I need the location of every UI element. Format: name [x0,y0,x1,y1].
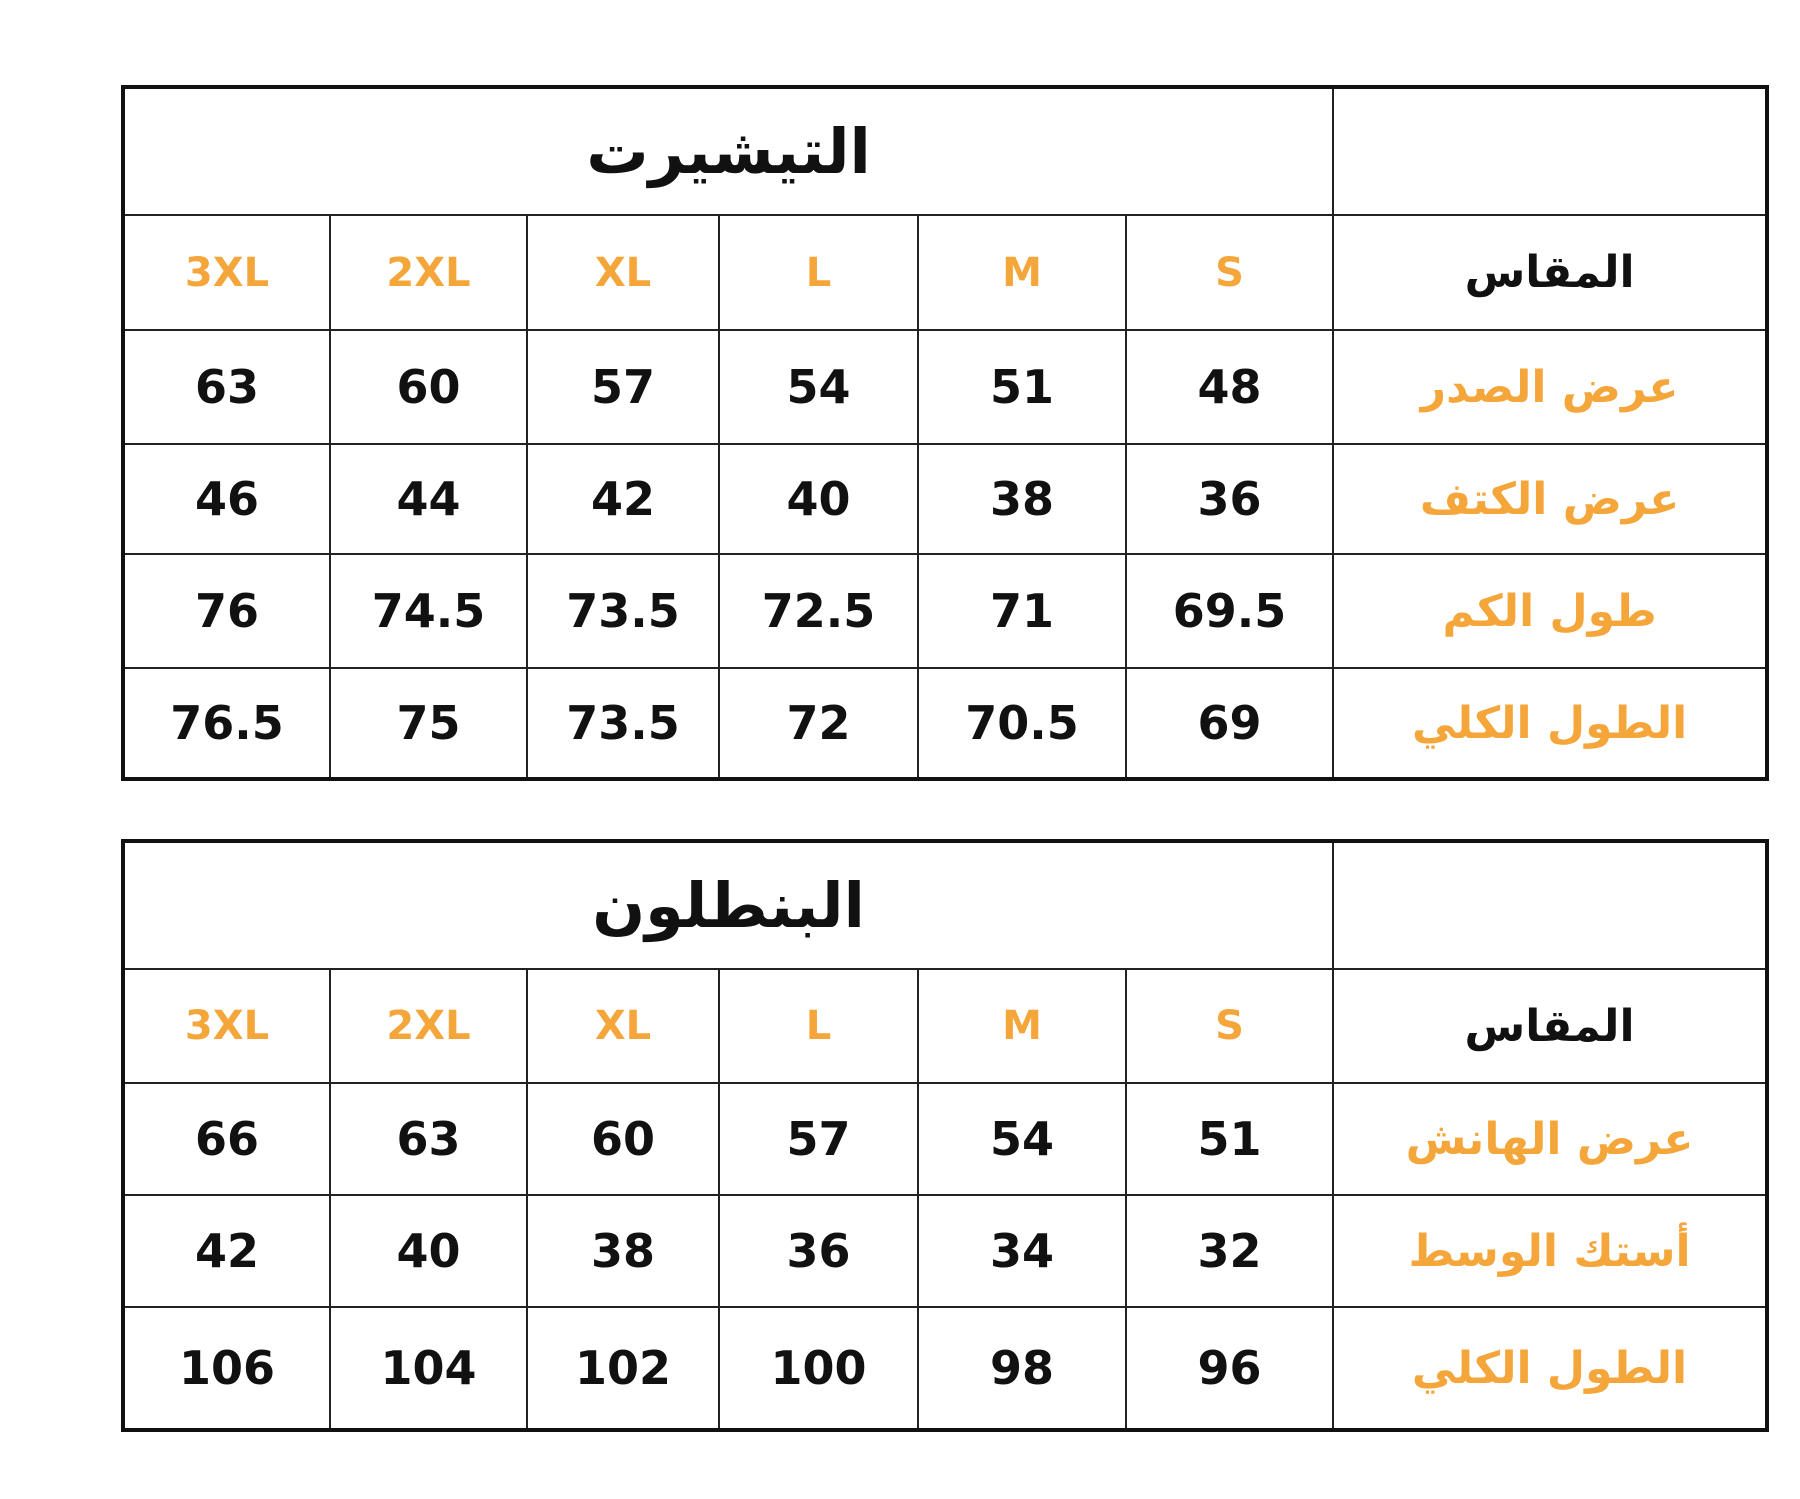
table-row: 76.5 75 73.5 72 70.5 69 الطول الكلي [122,667,1769,780]
measurement-value: 74.5 [329,553,528,669]
size-header: XL [526,214,720,331]
title-row: التيشيرت [121,86,1769,216]
measurement-value: 40 [718,443,919,555]
measurement-value: 70.5 [917,667,1127,780]
size-header: 3XL [122,214,331,331]
measurement-value: 104 [329,1306,528,1431]
measurement-value: 42 [122,1194,331,1308]
measurement-value: 72.5 [718,553,919,669]
measurement-value: 51 [1124,1082,1335,1196]
measurement-value: 36 [1124,443,1335,555]
measurement-value: 96 [1124,1306,1335,1431]
measurement-value: 44 [329,443,528,555]
measurement-value: 66 [122,1082,331,1196]
measurement-value: 60 [329,329,528,445]
measurement-value: 106 [122,1306,331,1431]
measurement-label: أستك الوسط [1332,1194,1769,1308]
measurement-value: 73.5 [526,553,720,669]
size-header: S [1124,968,1335,1084]
size-header: L [718,214,919,331]
measurement-value: 38 [526,1194,720,1308]
measurement-value: 69 [1124,667,1335,780]
table-row: 46 44 42 40 38 36 عرض الكتف [122,443,1769,555]
measurement-value: 60 [526,1082,720,1196]
measurement-value: 102 [526,1306,720,1431]
size-header-row: 3XL 2XL XL L M S المقاس [122,968,1769,1084]
measurement-value: 57 [526,329,720,445]
size-header-row: 3XL 2XL XL L M S المقاس [122,214,1769,331]
measurement-value: 72 [718,667,919,780]
measurement-value: 63 [122,329,331,445]
measurement-value: 69.5 [1124,553,1335,669]
measurement-value: 32 [1124,1194,1335,1308]
measurement-value: 54 [718,329,919,445]
tshirt-size-table: التيشيرت 3XL 2XL XL L M S المقاس 63 60 57 54 51 48 عرض… [121,85,1770,781]
title-row: البنطلون [121,840,1769,970]
measurement-value: 71 [917,553,1127,669]
size-header: M [917,214,1127,331]
measurement-value: 63 [329,1082,528,1196]
empty-corner-cell [1332,840,1769,970]
table-row: 42 40 38 36 34 32 أستك الوسط [122,1194,1769,1308]
pants-size-table: البنطلون 3XL 2XL XL L M S المقاس 66 63 60 57 54 51 عرض… [121,839,1770,1432]
measurement-label: طول الكم [1332,553,1769,669]
table-title: التيشيرت [121,86,1335,216]
measurement-value: 76.5 [122,667,331,780]
measurement-value: 98 [917,1306,1127,1431]
size-label: المقاس [1332,968,1769,1084]
measurement-value: 36 [718,1194,919,1308]
measurement-value: 76 [122,553,331,669]
measurement-value: 75 [329,667,528,780]
size-header: S [1124,214,1335,331]
measurement-value: 40 [329,1194,528,1308]
size-header: XL [526,968,720,1084]
measurement-value: 48 [1124,329,1335,445]
measurement-value: 73.5 [526,667,720,780]
table-row: 66 63 60 57 54 51 عرض الهانش [122,1082,1769,1196]
measurement-label: عرض الصدر [1332,329,1769,445]
measurement-value: 34 [917,1194,1127,1308]
table-row: 76 74.5 73.5 72.5 71 69.5 طول الكم [122,553,1769,669]
empty-corner-cell [1332,86,1769,216]
measurement-value: 42 [526,443,720,555]
size-header: M [917,968,1127,1084]
size-header: L [718,968,919,1084]
measurement-value: 46 [122,443,331,555]
measurement-label: الطول الكلي [1332,1306,1769,1431]
table-row: 63 60 57 54 51 48 عرض الصدر [122,329,1769,445]
measurement-value: 100 [718,1306,919,1431]
table-row: 106 104 102 100 98 96 الطول الكلي [122,1306,1769,1431]
table-title: البنطلون [121,840,1335,970]
measurement-label: عرض الكتف [1332,443,1769,555]
size-header: 3XL [122,968,331,1084]
measurement-label: عرض الهانش [1332,1082,1769,1196]
size-label: المقاس [1332,214,1769,331]
measurement-value: 57 [718,1082,919,1196]
measurement-value: 54 [917,1082,1127,1196]
measurement-value: 51 [917,329,1127,445]
size-header: 2XL [329,968,528,1084]
measurement-label: الطول الكلي [1332,667,1769,780]
measurement-value: 38 [917,443,1127,555]
size-header: 2XL [329,214,528,331]
